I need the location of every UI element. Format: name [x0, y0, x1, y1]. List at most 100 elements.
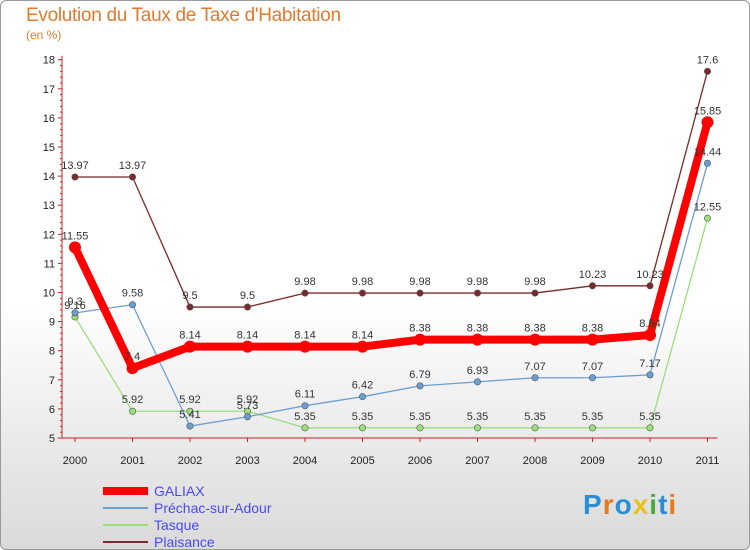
data-label: 9.98 [294, 276, 315, 288]
data-label: 7.07 [582, 361, 603, 373]
data-label: 10.23 [579, 269, 607, 281]
data-labels: 13.97 13.97 9.5 9.5 9.98 9.98 9.98 9.98 9.98 10.2… [61, 54, 721, 422]
data-label: 5.73 [237, 400, 258, 412]
series-line-1 [74, 163, 709, 427]
x-tick-label: 2006 [408, 455, 432, 467]
data-label: 8.38 [524, 323, 545, 335]
data-point [416, 289, 424, 297]
data-point [244, 303, 252, 311]
series-line-2 [74, 218, 709, 429]
data-point [241, 340, 254, 353]
data-point [71, 309, 79, 317]
data-label: 11.55 [62, 230, 89, 242]
y-tick-label: 15 [43, 142, 55, 154]
data-label: 5.35 [467, 411, 488, 423]
legend-label: Plaisance [154, 534, 215, 550]
data-point [588, 424, 596, 432]
data-label: 14.44 [694, 146, 722, 158]
data-point [646, 282, 654, 290]
data-point [244, 413, 252, 421]
x-tick-label: 2003 [235, 455, 259, 467]
y-tick-label: 10 [43, 288, 55, 300]
y-tick-label: 17 [43, 84, 55, 96]
data-label: 9.98 [467, 276, 488, 288]
data-point [473, 378, 481, 386]
x-tick-label: 2011 [696, 455, 720, 467]
data-label: 7.4 [125, 351, 140, 363]
data-point [703, 214, 711, 222]
y-tick-label: 7 [49, 375, 55, 387]
logo-letter: x [632, 489, 650, 520]
data-point [358, 424, 366, 432]
x-tick-label: 2009 [580, 455, 604, 467]
data-point [301, 424, 309, 432]
data-label: 9.5 [182, 290, 197, 302]
data-label: 5.35 [582, 411, 603, 423]
data-point [471, 333, 484, 346]
data-point [529, 333, 541, 346]
data-point [588, 282, 596, 290]
chart-subtitle: (en %) [26, 28, 62, 42]
data-label: 7.17 [639, 358, 660, 370]
data-label: 6.93 [467, 365, 488, 377]
y-tick-label: 12 [43, 229, 55, 241]
data-label: 15.85 [694, 105, 722, 117]
data-label: 5.35 [352, 411, 373, 423]
logo-letter: i [649, 489, 659, 520]
data-label: 5.35 [524, 411, 545, 423]
y-tick-label: 9 [49, 317, 55, 329]
data-point [71, 173, 79, 181]
y-tick-label: 18 [43, 55, 55, 67]
data-label: 9.3 [67, 296, 82, 308]
x-tick-label: 2008 [523, 455, 547, 467]
x-tick-label: 2002 [178, 455, 202, 467]
data-point [358, 289, 366, 297]
data-point [531, 289, 539, 297]
data-point [531, 424, 539, 432]
data-point [644, 328, 656, 341]
data-point [184, 340, 196, 353]
data-label: 5.92 [237, 394, 258, 406]
data-point [414, 333, 426, 346]
data-point [301, 402, 309, 410]
data-label: 9.5 [240, 290, 255, 302]
data-label: 9.98 [524, 276, 545, 288]
data-label: 8.38 [467, 323, 488, 335]
data-label: 5.92 [122, 394, 143, 406]
logo-letter: r [602, 489, 615, 520]
data-label: 8.38 [409, 323, 430, 335]
data-point [416, 424, 424, 432]
proxiti-logo: Proxiti [583, 489, 677, 521]
y-tick-label: 6 [49, 404, 55, 416]
series-points [69, 67, 714, 432]
data-point [358, 393, 366, 401]
y-tick-label: 16 [43, 113, 55, 125]
data-label: 9.98 [409, 276, 430, 288]
data-label: 8.38 [582, 323, 603, 335]
x-tick-label: 2004 [293, 455, 317, 467]
logo-letter: t [658, 489, 669, 520]
series-lines [71, 71, 712, 429]
data-label: 6.79 [409, 369, 430, 381]
data-label: 13.97 [61, 160, 89, 172]
data-label: 5.92 [179, 394, 200, 406]
series-line-3 [75, 71, 709, 308]
data-label: 8.14 [352, 330, 373, 342]
y-tick-label: 5 [49, 433, 55, 445]
legend-label: Préchac-sur-Adour [154, 500, 272, 516]
y-tick-label: 14 [43, 171, 55, 183]
data-point [473, 289, 481, 297]
logo-letter: i [668, 489, 678, 520]
x-tick-label: 2007 [465, 455, 489, 467]
data-label: 6.42 [352, 380, 373, 392]
data-label: 9.58 [122, 288, 143, 300]
x-tick-label: 2001 [120, 455, 144, 467]
data-label: 9.16 [64, 300, 85, 312]
data-label: 12.55 [694, 201, 722, 213]
data-point [531, 374, 539, 382]
x-tick-label: 2000 [63, 455, 87, 467]
data-label: 5.35 [639, 411, 660, 423]
data-label: 5.41 [179, 409, 200, 421]
x-tick-label: 2005 [350, 455, 374, 467]
